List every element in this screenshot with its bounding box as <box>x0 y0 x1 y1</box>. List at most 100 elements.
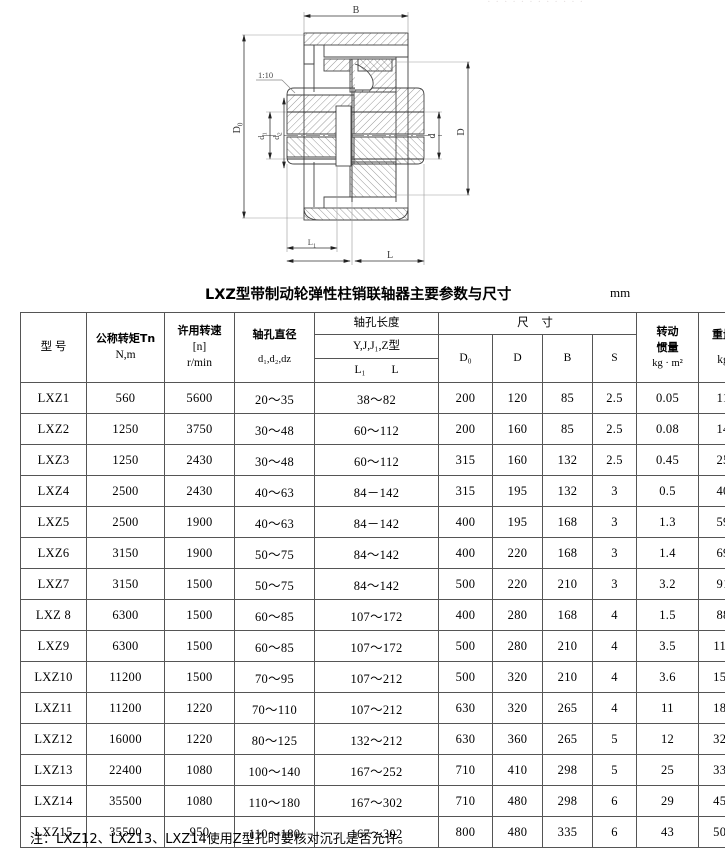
table-row: LXZ10 11200 1500 70～95 107～212 500 320 210 4 3.6 1… <box>20 661 725 693</box>
cell-B: 132 <box>542 475 593 507</box>
cell-D: 280 <box>492 630 543 662</box>
cell-model: LXZ4 <box>20 475 87 507</box>
col-header-torque: 公称转矩Tn N,m <box>86 312 165 383</box>
col-header-weight: 重量 kg <box>698 312 725 383</box>
cell-D: 360 <box>492 723 543 755</box>
cell-model: LXZ6 <box>20 537 87 569</box>
cell-speed: 3750 <box>164 413 235 445</box>
speed-symbol: [n] <box>192 340 207 353</box>
table-row: LXZ11 11200 1220 70～110 107～212 630 320 265 4 11 1… <box>20 692 725 724</box>
cell-model: LXZ12 <box>20 723 87 755</box>
col-header-dimensions: 尺 寸 <box>438 312 637 335</box>
dim-label-taper: 1:10 <box>258 70 273 80</box>
cell-D0: 315 <box>438 475 493 507</box>
cell-weight: 59 <box>698 506 725 538</box>
cell-D0: 200 <box>438 382 493 414</box>
cell-model: LXZ10 <box>20 661 87 693</box>
cell-weight: 187 <box>698 692 725 724</box>
table-body: LXZ1560560020～3538～82200120852.50.0511LX… <box>20 382 725 848</box>
coupling-spec-table: 型 号 公称转矩Tn N,m 许用转速 [n] r/min 轴孔直径 d₁,d₂… <box>20 312 725 848</box>
cell-D0: 710 <box>438 785 493 817</box>
cell-S: 3 <box>592 475 637 507</box>
cell-D: 220 <box>492 568 543 600</box>
cell-bore-length: 107～172 <box>314 599 439 631</box>
cell-B: 85 <box>542 382 593 414</box>
inertia-cn-2: 惯量 <box>656 340 679 354</box>
cell-S: 2.5 <box>592 444 637 476</box>
cell-D: 220 <box>492 537 543 569</box>
cell-S: 6 <box>592 785 637 817</box>
dim-label-D0: D0 <box>232 122 245 133</box>
cell-model: LXZ7 <box>20 568 87 600</box>
cell-D0: 500 <box>438 568 493 600</box>
cell-inertia: 1.5 <box>636 599 699 631</box>
cell-model: LXZ13 <box>20 754 87 786</box>
dim-label-D: D <box>456 128 467 135</box>
cell-bore-diameter: 110～180 <box>234 785 315 817</box>
cell-B: 168 <box>542 599 593 631</box>
cell-D0: 400 <box>438 537 493 569</box>
cell-speed: 1220 <box>164 692 235 724</box>
cell-S: 4 <box>592 599 637 631</box>
cell-S: 2.5 <box>592 413 637 445</box>
cell-inertia: 1.4 <box>636 537 699 569</box>
cell-weight: 91 <box>698 568 725 600</box>
cell-torque: 6300 <box>86 630 165 662</box>
cell-D: 160 <box>492 413 543 445</box>
col-header-speed: 许用转速 [n] r/min <box>164 312 235 383</box>
header-row-3: L₁ L <box>21 358 725 383</box>
cell-bore-length: 167～252 <box>314 754 439 786</box>
cell-torque: 560 <box>86 382 165 414</box>
cell-inertia: 0.5 <box>636 475 699 507</box>
spec-table-wrapper: 型 号 公称转矩Tn N,m 许用转速 [n] r/min 轴孔直径 d₁,d₂… <box>20 312 725 848</box>
weight-unit: kg <box>717 353 725 366</box>
cell-model: LXZ11 <box>20 692 87 724</box>
cell-inertia: 29 <box>636 785 699 817</box>
dim-label-L: L <box>387 250 393 261</box>
cell-bore-diameter: 40～63 <box>234 506 315 538</box>
bore-len-L1: L₁ <box>354 363 366 376</box>
unit-label: mm <box>610 285 631 300</box>
cell-model: LXZ2 <box>20 413 87 445</box>
cell-weight: 25 <box>698 444 725 476</box>
cell-D: 195 <box>492 475 543 507</box>
cell-inertia: 25 <box>636 754 699 786</box>
inertia-unit: kg · m² <box>652 357 683 369</box>
cell-bore-length: 107～212 <box>314 692 439 724</box>
cell-B: 210 <box>542 568 593 600</box>
cell-S: 5 <box>592 723 637 755</box>
cell-B: 210 <box>542 661 593 693</box>
cell-D: 410 <box>492 754 543 786</box>
col-header-D0: D₀ <box>438 334 493 383</box>
cell-bore-diameter: 70～110 <box>234 692 315 724</box>
cell-speed: 2430 <box>164 444 235 476</box>
cell-model: LXZ5 <box>20 506 87 538</box>
col-header-L1-L: L₁ L <box>314 358 439 383</box>
footer-note: 注：LXZ12、LXZ13、LXZ14使用Z型孔时要核对沉孔是否允许。 <box>30 832 411 847</box>
cell-torque: 16000 <box>86 723 165 755</box>
cell-B: 168 <box>542 537 593 569</box>
cell-torque: 6300 <box>86 599 165 631</box>
cell-bore-length: 167～302 <box>314 785 439 817</box>
speed-cn: 许用转速 <box>177 323 222 337</box>
table-title: LXZ型带制动轮弹性柱销联轴器主要参数与尺寸 <box>205 287 512 303</box>
col-header-bore-type: Y,J,J₁,Z型 <box>314 334 439 359</box>
page-header-remnant: · · · · · · · · · · · · <box>487 0 585 6</box>
cell-S: 6 <box>592 816 637 848</box>
cell-D: 480 <box>492 785 543 817</box>
cell-weight: 337 <box>698 754 725 786</box>
cell-D: 160 <box>492 444 543 476</box>
cell-model: LXZ9 <box>20 630 87 662</box>
col-header-bore-diameter: 轴孔直径 d₁,d₂,dz <box>234 312 315 383</box>
col-header-model: 型 号 <box>20 312 87 383</box>
cell-B: 265 <box>542 723 593 755</box>
cell-S: 4 <box>592 661 637 693</box>
col-header-B: B <box>542 334 593 383</box>
header-row-1: 型 号 公称转矩Tn N,m 许用转速 [n] r/min 轴孔直径 d₁,d₂… <box>20 312 725 383</box>
